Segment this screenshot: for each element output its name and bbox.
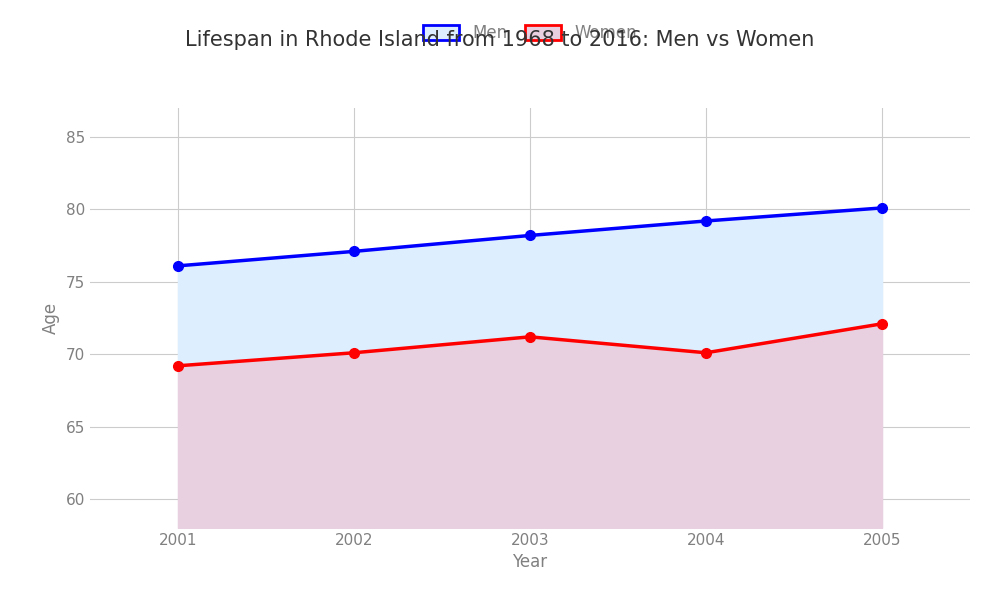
Text: Lifespan in Rhode Island from 1968 to 2016: Men vs Women: Lifespan in Rhode Island from 1968 to 20…	[185, 30, 815, 50]
Legend: Men, Women: Men, Women	[423, 24, 637, 42]
Y-axis label: Age: Age	[42, 302, 60, 334]
X-axis label: Year: Year	[512, 553, 548, 571]
